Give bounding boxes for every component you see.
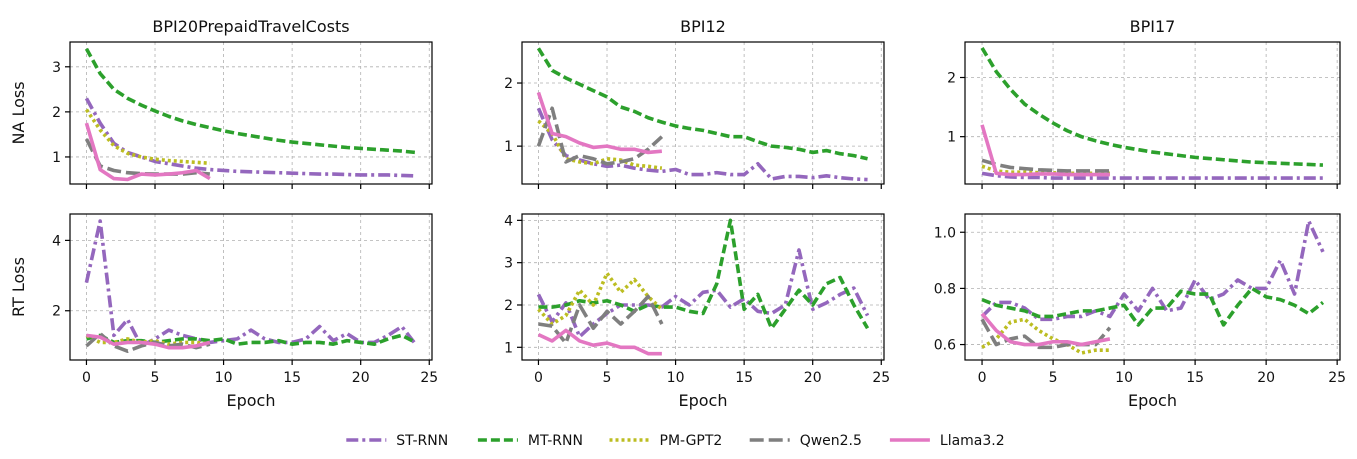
series-line-llama3-2: [980, 312, 1111, 347]
x-tick-label: 15: [283, 370, 301, 386]
legend-label: MT-RNN: [528, 433, 583, 449]
subplot-0: 1 2 3 BPI20PrepaidTravelCosts NA Loss: [9, 17, 433, 189]
x-tick-label: 5: [151, 370, 160, 386]
series-line-pm-gpt2: [537, 271, 664, 326]
y-tick-label: 3: [504, 256, 513, 272]
x-axis-label: Epoch: [679, 391, 728, 410]
series-line-llama3-2: [536, 91, 663, 155]
legend-entry-pm-gpt2: PM-GPT2: [609, 433, 723, 449]
x-tick-label: 20: [804, 370, 822, 386]
series-group: [980, 219, 1325, 355]
x-tick-label: 20: [1257, 370, 1275, 386]
plot-frame: [521, 41, 885, 185]
x-axis-label: Epoch: [1128, 391, 1177, 410]
legend: ST-RNN MT-RNN PM-GPT2 Qwen2.5 Llama3.2: [346, 433, 1005, 449]
legend-label: Llama3.2: [940, 433, 1005, 449]
y-tick-label: 2: [504, 298, 513, 314]
series-line-pm-gpt2: [84, 108, 210, 166]
series-line-qwen2-5: [84, 138, 211, 176]
plot-frame: [521, 213, 885, 361]
y-tick-label: 2: [947, 71, 956, 87]
series-line-llama3-2: [537, 328, 662, 356]
x-tick-label: 25: [1328, 370, 1346, 386]
legend-label: Qwen2.5: [800, 433, 862, 449]
x-axis-label: Epoch: [227, 391, 276, 410]
x-tick-label: 20: [352, 370, 370, 386]
series-line-mt-rnn: [84, 47, 416, 155]
x-tick-label: 25: [420, 370, 438, 386]
y-tick-label: 1: [947, 130, 956, 146]
y-tick-label: 1.0: [934, 225, 956, 241]
y-axis-label: RT Loss: [9, 257, 28, 317]
series-line-st-rnn: [980, 219, 1325, 322]
x-tick-label: 0: [534, 370, 543, 386]
series-line-qwen2-5: [981, 158, 1110, 173]
x-tick-label: 10: [215, 370, 233, 386]
series-group: [84, 47, 416, 182]
y-tick-label: 2: [52, 304, 61, 320]
x-tick-label: 15: [735, 370, 753, 386]
subplot-4: 0 5 10 15 20 25 1 2 3 4 Epoch: [504, 213, 890, 410]
series-group: [980, 46, 1324, 180]
y-tick-label: 0.6: [934, 338, 956, 354]
x-tick-label: 10: [1115, 370, 1133, 386]
subplot-title: BPI12: [680, 17, 726, 36]
legend-entry-qwen2-5: Qwen2.5: [749, 433, 862, 449]
x-tick-label: 0: [978, 370, 987, 386]
plot-frame: [69, 213, 433, 361]
plot-frame: [69, 41, 433, 185]
series-line-pm-gpt2: [981, 317, 1110, 355]
series-line-mt-rnn: [981, 286, 1325, 327]
subplot-1: 1 2 BPI12: [504, 17, 885, 189]
plot-frame: [964, 41, 1341, 185]
series-line-llama3-2: [980, 124, 1110, 177]
subplot-grid: 1 2 3 BPI20PrepaidTravelCosts NA Loss 1 2 BPI12…: [9, 17, 1346, 410]
series-group: [536, 218, 870, 356]
subplot-title: BPI20PrepaidTravelCosts: [152, 17, 349, 36]
subplot-title: BPI17: [1130, 17, 1176, 36]
series-line-mt-rnn: [980, 46, 1324, 167]
series-line-st-rnn: [981, 171, 1323, 180]
series-line-llama3-2: [84, 122, 211, 182]
legend-entry-mt-rnn: MT-RNN: [477, 433, 583, 449]
legend-label: PM-GPT2: [660, 433, 723, 449]
y-tick-label: 4: [52, 233, 61, 249]
series-line-mt-rnn: [538, 218, 870, 331]
plot-frame: [964, 213, 1341, 361]
series-group: [536, 47, 868, 182]
y-tick-label: 2: [504, 76, 513, 92]
x-tick-label: 0: [82, 370, 91, 386]
y-tick-label: 1: [504, 139, 513, 155]
x-tick-label: 25: [872, 370, 890, 386]
legend-entry-llama3-2: Llama3.2: [889, 433, 1005, 449]
legend-entry-st-rnn: ST-RNN: [346, 433, 448, 449]
y-tick-label: 2: [52, 105, 61, 121]
series-line-llama3-2: [86, 333, 211, 350]
series-line-st-rnn: [536, 248, 870, 339]
series-group: [84, 219, 417, 353]
x-tick-label: 5: [1049, 370, 1058, 386]
subplot-5: 0 5 10 15 20 25 0.6 0.8 1.0 Epoch: [934, 213, 1346, 410]
series-line-st-rnn: [84, 97, 416, 178]
y-tick-label: 1: [504, 340, 513, 356]
y-tick-label: 1: [52, 150, 61, 166]
series-line-st-rnn: [84, 219, 417, 348]
subplot-2: 1 2 BPI17: [947, 17, 1341, 189]
x-tick-label: 5: [603, 370, 612, 386]
y-axis-label: NA Loss: [9, 81, 28, 144]
x-tick-label: 15: [1186, 370, 1204, 386]
legend-label: ST-RNN: [396, 433, 448, 449]
subplot-3: 0 5 10 15 20 25 2 4 RT Loss Epoch: [9, 213, 438, 410]
y-tick-label: 0.8: [934, 281, 956, 297]
y-tick-label: 3: [52, 60, 61, 76]
series-line-mt-rnn: [536, 47, 868, 161]
series-line-st-rnn: [536, 107, 868, 182]
y-tick-label: 4: [504, 213, 513, 229]
x-tick-label: 10: [667, 370, 685, 386]
